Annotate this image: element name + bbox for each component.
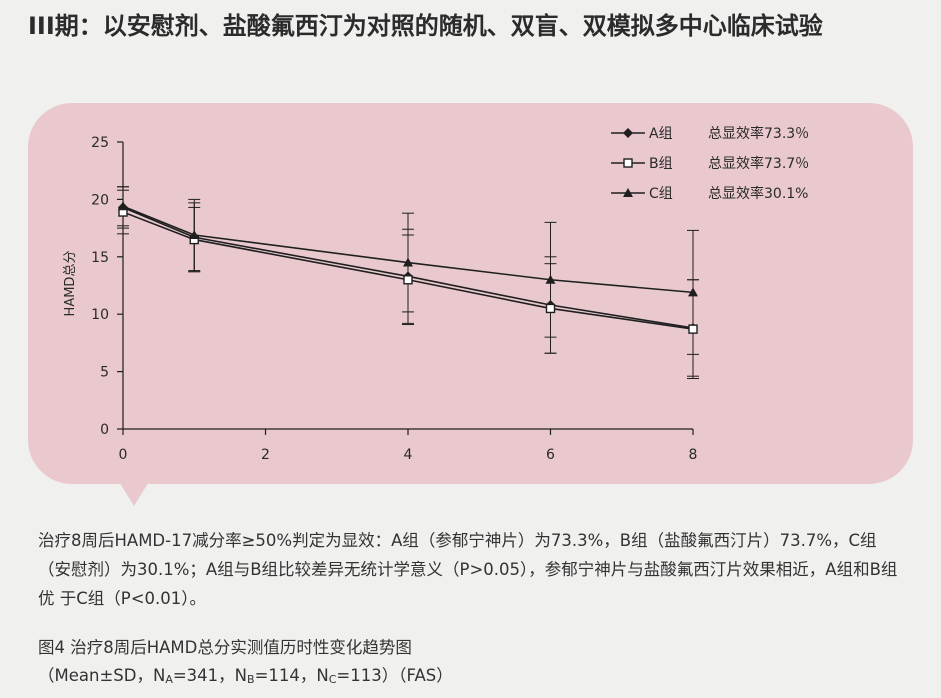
series-markers (118, 201, 698, 334)
legend-series-name: A组 (649, 126, 673, 142)
y-tick-label: 5 (100, 365, 109, 381)
description-text: 治疗8周后HAMD-17减分率≥50%判定为显效：A组（参郁宁神片）为73.3%… (38, 531, 898, 608)
y-tick-label: 25 (91, 135, 109, 151)
figure-caption: 图4 治疗8周后HAMD总分实测值历时性变化趋势图 （Mean±SD，NA=34… (38, 634, 908, 694)
x-tick-label: 8 (689, 447, 698, 463)
legend-marker (623, 128, 633, 138)
caption-sub-c: C (328, 673, 337, 686)
data-point (118, 201, 128, 211)
chart-legend: A组 总显效率73.3％ B组 总显效率73.7％ C组 总显效率30.1% (611, 125, 809, 202)
caption-eq-b: =114，N (254, 666, 329, 685)
legend-marker (623, 188, 633, 197)
data-point (688, 287, 698, 297)
chart-background-bubble (28, 103, 913, 484)
x-tick-label: 2 (261, 447, 270, 463)
caption-line-2: （Mean±SD，NA=341，NB=114，NC=113）（FAS） (38, 662, 908, 694)
y-tick-label: 10 (91, 307, 109, 323)
data-point (403, 257, 413, 267)
chart-background-bubble-tail (118, 480, 150, 506)
y-tick-label: 20 (91, 192, 109, 208)
data-point (688, 324, 698, 334)
legend-annotation: 总显效率30.1% (708, 185, 808, 202)
caption-sub-a: A (165, 673, 173, 686)
caption-suffix: =113）（FAS） (336, 666, 453, 685)
data-point (403, 275, 413, 285)
y-tick-label: 0 (100, 422, 109, 438)
data-point (545, 274, 556, 284)
caption-eq-a: =341，N (172, 666, 248, 685)
chart-axes: 0 5 10 15 20 25 0 2 4 6 8 HAMD总分 (63, 135, 697, 463)
legend-annotation: 总显效率73.7％ (708, 155, 809, 172)
page-title: III期：以安慰剂、盐酸氟西汀为对照的随机、双盲、双模拟多中心临床试验 (28, 12, 823, 40)
legend-series-name: C组 (649, 186, 673, 202)
caption-sub-b: B (247, 673, 255, 686)
legend-marker (623, 158, 633, 168)
legend-series-name: B组 (649, 156, 673, 172)
x-tick-label: 0 (119, 447, 128, 463)
y-axis-label: HAMD总分 (63, 251, 78, 317)
data-point (545, 303, 556, 314)
legend-annotation: 总显效率73.3％ (708, 125, 809, 142)
data-point (189, 229, 200, 239)
caption-line-1: 图4 治疗8周后HAMD总分实测值历时性变化趋势图 (38, 638, 412, 657)
y-tick-label: 15 (91, 250, 109, 266)
caption-prefix: （Mean±SD，N (38, 666, 166, 685)
x-tick-label: 4 (404, 447, 413, 463)
x-tick-label: 6 (546, 447, 555, 463)
